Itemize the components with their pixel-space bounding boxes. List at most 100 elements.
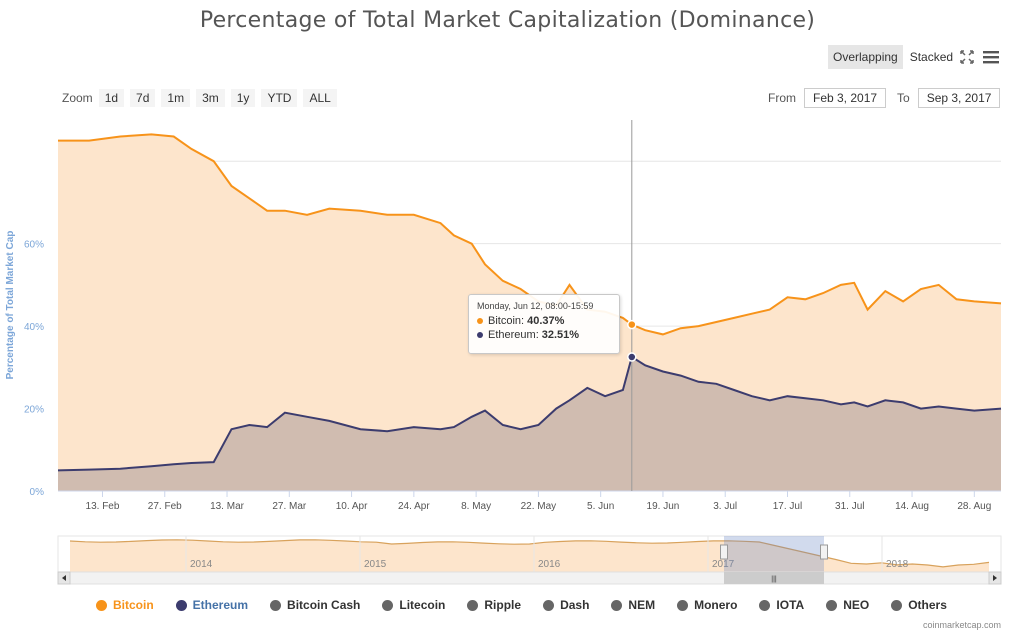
tooltip-row-ethereum: Ethereum: 32.51% [477,329,611,341]
zoom-7d-button[interactable]: 7d [130,89,156,107]
legend-dot-icon [891,599,903,611]
x-tick-label: 27. Mar [272,501,307,512]
y-tick-label: 40% [24,322,44,333]
legend-label: NEM [628,598,656,612]
legend-item-neo[interactable]: NEO [826,598,869,612]
legend-label: Ripple [484,598,522,612]
navigator-year-label: 2014 [190,559,213,570]
legend-item-others[interactable]: Others [891,598,947,612]
legend-label: Bitcoin Cash [287,598,361,612]
overlapping-button[interactable]: Overlapping [828,45,903,69]
series-area-ethereum [58,357,1001,491]
zoom-1m-button[interactable]: 1m [161,89,191,107]
hover-marker-ethereum [627,352,637,362]
legend-item-iota[interactable]: IOTA [759,598,804,612]
x-tick-label: 3. Jul [713,501,737,512]
from-date-input[interactable]: Feb 3, 2017 [804,88,887,108]
legend-dot-icon [175,599,187,611]
arrow-left-icon [62,575,66,581]
navigator[interactable]: 2014 2015 2016 2017 2018 ||| [57,535,1002,585]
tooltip-name: Ethereum [488,329,536,341]
y-tick-label: 60% [24,240,44,251]
tooltip-name: Bitcoin [488,315,522,327]
scrollbar-thumb[interactable] [724,572,824,584]
navigator-handle[interactable] [720,544,728,560]
fullscreen-icon[interactable] [958,48,976,66]
zoom-1y-button[interactable]: 1y [230,89,256,107]
series-line-ethereum[interactable] [57,355,1002,472]
navigator-line [69,539,990,568]
legend-item-ethereum[interactable]: Ethereum [175,598,249,612]
x-tick-label: 13. Feb [86,501,120,512]
legend-item-ripple[interactable]: Ripple [467,598,521,612]
legend-dot-icon [826,599,838,611]
legend-label: Others [908,598,947,612]
y-tick-label: 20% [24,405,44,416]
x-tick-label: 31. Jul [835,501,864,512]
legend-dot-icon [677,599,689,611]
to-date-input[interactable]: Sep 3, 2017 [917,88,1001,108]
menu-icon[interactable] [982,48,1000,66]
navigator-year-label: 2017 [712,559,735,570]
tooltip-value: 32.51% [541,329,580,341]
y-axis-label: Percentage of Total Market Cap [5,231,16,380]
legend-item-dash[interactable]: Dash [543,598,589,612]
x-tick-label: 5. Jun [587,501,614,512]
hover-marker-bitcoin [627,319,637,330]
tooltip-header: Monday, Jun 12, 08:00-15:59 [477,301,594,311]
x-tick-label: 17. Jul [773,501,802,512]
legend-dot-icon [270,599,282,611]
x-tick-label: 22. May [521,501,557,512]
view-mode-group: Overlapping Stacked [828,45,960,69]
legend-dot-icon [467,599,479,611]
legend-item-nem[interactable]: NEM [611,598,655,612]
tooltip: Monday, Jun 12, 08:00-15:59 Bitcoin: 40.… [468,294,620,354]
to-label: To [897,91,910,105]
zoom-label: Zoom [62,91,93,105]
legend-dot-icon [759,599,771,611]
stacked-button[interactable]: Stacked [909,50,954,64]
x-tick-label: 8. May [461,501,491,512]
scrollbar-track[interactable] [57,571,1002,585]
zoom-ytd-button[interactable]: YTD [261,89,298,107]
zoom-all-button[interactable]: ALL [303,89,337,107]
legend-dot-icon [543,599,555,611]
legend-label: Monero [694,598,738,612]
tooltip-value: 40.37% [527,315,565,327]
ethereum-dot-icon [477,332,483,338]
zoom-1d-button[interactable]: 1d [98,89,125,107]
navigator-year-label: 2016 [538,559,561,570]
range-from: From Feb 3, 2017 [768,88,887,108]
x-tick-label: 24. Apr [398,501,430,512]
navigator-area [70,539,989,572]
x-tick-label: 27. Feb [148,501,182,512]
x-tick-label: 19. Jun [647,501,680,512]
legend-label: Litecoin [399,598,446,612]
chart-title: Percentage of Total Market Capitalizatio… [199,8,816,33]
legend-item-monero[interactable]: Monero [677,598,737,612]
legend-item-litecoin[interactable]: Litecoin [382,598,445,612]
navigator-handle[interactable] [820,544,828,560]
legend-label: Dash [560,598,590,612]
legend-label: NEO [843,598,870,612]
tooltip-row-bitcoin: Bitcoin: 40.37% [477,315,611,327]
scrollbar-grip-icon: ||| [771,576,777,583]
legend-label: Ethereum [192,598,249,612]
legend-dot-icon [611,599,623,611]
legend-label: IOTA [776,598,805,612]
zoom-controls: Zoom 1d 7d 1m 3m 1y YTD ALL [62,89,343,107]
x-tick-label: 10. Apr [336,501,368,512]
from-label: From [768,91,796,105]
legend-item-bitcoin[interactable]: Bitcoin [96,598,154,612]
arrow-right-icon [993,575,997,581]
navigator-selection[interactable] [724,536,824,572]
credit-link[interactable]: coinmarketcap.com [922,620,1001,630]
zoom-3m-button[interactable]: 3m [196,89,225,107]
legend-item-bitcoin-cash[interactable]: Bitcoin Cash [270,598,360,612]
legend-label: Bitcoin [113,598,154,612]
x-tick-label: 13. Mar [210,501,245,512]
legend-dot-icon [382,599,394,611]
navigator-year-label: 2015 [364,559,387,570]
y-tick-label: 0% [30,487,45,498]
bitcoin-dot-icon [477,318,483,324]
